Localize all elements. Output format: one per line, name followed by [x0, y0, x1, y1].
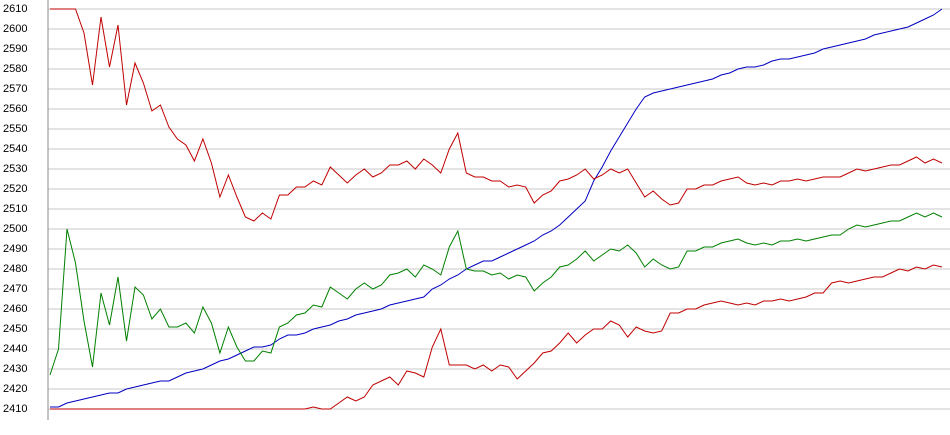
series-line — [50, 8, 943, 408]
y-tick-label: 2610 — [3, 3, 27, 15]
y-tick-label: 2560 — [3, 103, 27, 115]
y-tick-label: 2600 — [3, 23, 27, 35]
y-tick-label: 2580 — [3, 63, 27, 75]
series-line — [50, 264, 943, 410]
y-tick-label: 2430 — [3, 363, 27, 375]
y-tick-label: 2490 — [3, 243, 27, 255]
y-tick-label: 2460 — [3, 303, 27, 315]
series-line — [49, 212, 943, 376]
y-tick-label: 2480 — [3, 263, 27, 275]
y-tick-label: 2570 — [3, 83, 27, 95]
y-tick-label: 2510 — [3, 203, 27, 215]
y-tick-label: 2440 — [3, 343, 27, 355]
y-tick-label: 2520 — [3, 183, 27, 195]
y-tick-label: 2470 — [3, 283, 27, 295]
y-tick-label: 2550 — [3, 123, 27, 135]
y-tick-label: 2420 — [3, 383, 27, 395]
y-tick-label: 2410 — [3, 403, 27, 415]
y-tick-label: 2590 — [3, 43, 27, 55]
y-tick-label: 2500 — [3, 223, 27, 235]
y-tick-label: 2450 — [3, 323, 27, 335]
y-tick-label: 2540 — [3, 143, 27, 155]
series-line — [50, 8, 943, 222]
y-tick-label: 2530 — [3, 163, 27, 175]
